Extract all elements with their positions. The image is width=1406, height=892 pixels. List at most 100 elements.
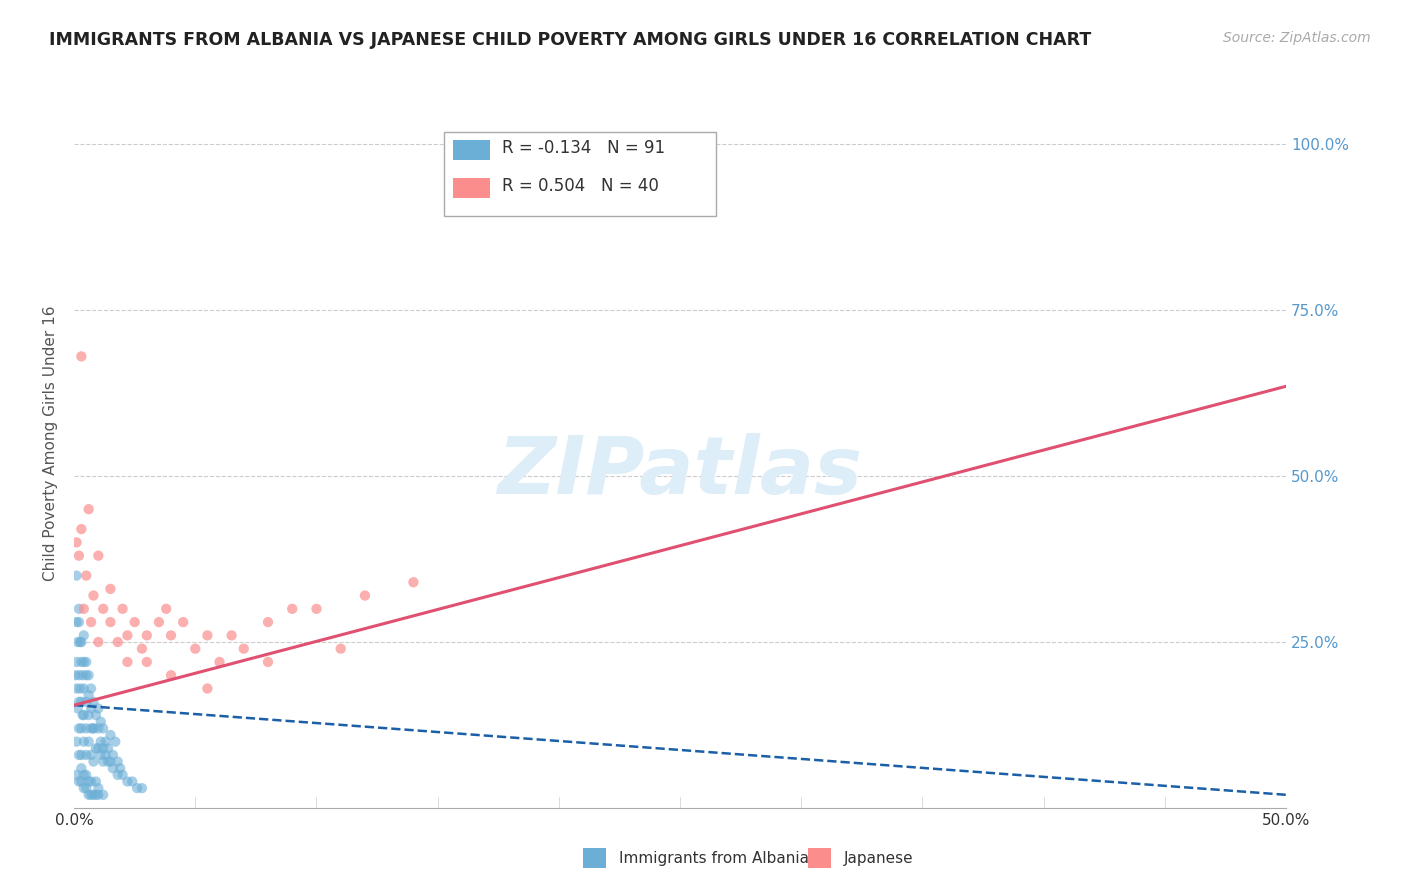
Point xyxy=(70,761,93,775)
Point xyxy=(73,681,96,696)
Point xyxy=(91,602,114,616)
Point xyxy=(80,701,103,715)
Point xyxy=(131,641,153,656)
Point xyxy=(75,655,97,669)
Point xyxy=(65,568,87,582)
Point xyxy=(121,774,143,789)
Point xyxy=(70,350,93,364)
Point xyxy=(73,734,96,748)
Point xyxy=(117,628,139,642)
Point xyxy=(82,788,104,802)
Point xyxy=(197,628,219,642)
Point xyxy=(160,628,183,642)
Point xyxy=(87,788,110,802)
Point xyxy=(80,747,103,762)
Point xyxy=(75,695,97,709)
Point xyxy=(82,722,104,736)
Point xyxy=(100,755,122,769)
Point xyxy=(75,781,97,796)
Point xyxy=(80,615,103,629)
Point xyxy=(87,701,110,715)
Point xyxy=(100,582,122,596)
Point xyxy=(73,602,96,616)
Bar xyxy=(808,848,831,868)
Point xyxy=(84,774,107,789)
Point xyxy=(66,701,89,715)
Point xyxy=(65,768,87,782)
Point xyxy=(67,695,90,709)
Point xyxy=(87,741,110,756)
Point xyxy=(281,602,304,616)
Bar xyxy=(583,848,606,868)
Text: Immigrants from Albania: Immigrants from Albania xyxy=(619,851,808,865)
Point xyxy=(65,681,87,696)
Point xyxy=(70,722,93,736)
Point xyxy=(100,728,122,742)
Point xyxy=(208,655,231,669)
Point xyxy=(97,741,120,756)
Point xyxy=(90,734,112,748)
Point xyxy=(90,714,112,729)
Point xyxy=(172,615,194,629)
Point xyxy=(72,668,94,682)
Point xyxy=(84,708,107,723)
Point xyxy=(84,741,107,756)
FancyBboxPatch shape xyxy=(453,139,489,160)
Point xyxy=(87,635,110,649)
Point xyxy=(184,641,207,656)
Point xyxy=(127,781,149,796)
Point xyxy=(329,641,352,656)
Point xyxy=(101,747,124,762)
Point xyxy=(65,734,87,748)
Point xyxy=(67,747,90,762)
Point xyxy=(77,708,100,723)
Point xyxy=(97,755,120,769)
Point xyxy=(117,655,139,669)
Point xyxy=(73,708,96,723)
Point xyxy=(77,688,100,702)
Point xyxy=(80,681,103,696)
Point xyxy=(70,522,93,536)
Text: ZIPatlas: ZIPatlas xyxy=(498,433,862,511)
Point xyxy=(80,774,103,789)
Point xyxy=(73,628,96,642)
Point xyxy=(101,761,124,775)
Point xyxy=(66,635,89,649)
Point xyxy=(111,768,134,782)
Point xyxy=(148,615,170,629)
Point xyxy=(131,781,153,796)
Point xyxy=(155,602,177,616)
Point xyxy=(135,628,157,642)
Point xyxy=(197,681,219,696)
Point xyxy=(111,602,134,616)
Point xyxy=(90,747,112,762)
Point xyxy=(67,774,90,789)
Point xyxy=(305,602,328,616)
Point xyxy=(65,668,87,682)
Point xyxy=(87,781,110,796)
Point xyxy=(69,681,91,696)
Point xyxy=(70,774,93,789)
Point xyxy=(94,734,117,748)
Point xyxy=(91,741,114,756)
Point xyxy=(70,695,93,709)
Point xyxy=(94,747,117,762)
Point xyxy=(77,774,100,789)
Point xyxy=(75,568,97,582)
Point xyxy=(82,695,104,709)
Point xyxy=(232,641,254,656)
Point xyxy=(82,755,104,769)
Point xyxy=(107,768,129,782)
Point xyxy=(135,655,157,669)
Point xyxy=(75,668,97,682)
Point xyxy=(221,628,243,642)
Point xyxy=(87,549,110,563)
Point xyxy=(75,768,97,782)
Point xyxy=(117,774,139,789)
Text: Japanese: Japanese xyxy=(844,851,914,865)
Point xyxy=(67,615,90,629)
Point xyxy=(65,655,87,669)
Point xyxy=(69,635,91,649)
Point xyxy=(91,722,114,736)
Point xyxy=(67,722,90,736)
